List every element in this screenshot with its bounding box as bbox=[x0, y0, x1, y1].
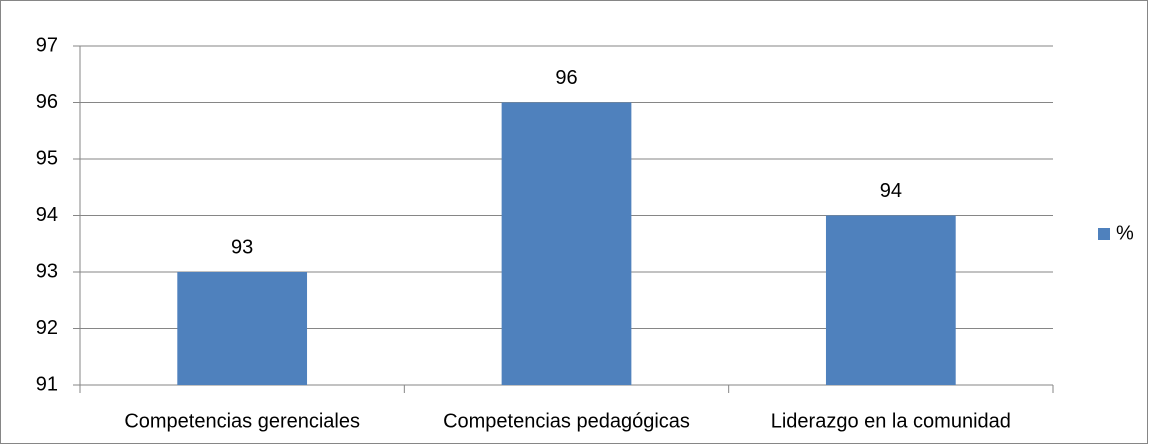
data-label: 93 bbox=[231, 236, 253, 258]
y-tick-label: 92 bbox=[36, 317, 58, 339]
bar bbox=[825, 215, 956, 385]
data-label: 94 bbox=[880, 180, 902, 202]
y-tick-label: 96 bbox=[36, 91, 58, 113]
bar bbox=[177, 272, 308, 385]
y-tick-label: 94 bbox=[36, 204, 58, 226]
x-tick-label: Liderazgo en la comunidad bbox=[771, 410, 1011, 432]
bar bbox=[501, 102, 632, 385]
data-label: 96 bbox=[555, 67, 577, 89]
y-tick-label: 97 bbox=[36, 34, 58, 56]
x-tick-label: Competencias pedagógicas bbox=[443, 410, 690, 432]
y-tick-label: 91 bbox=[36, 373, 58, 395]
legend-label: % bbox=[1116, 222, 1134, 244]
y-tick-label: 95 bbox=[36, 147, 58, 169]
x-tick-label: Competencias gerenciales bbox=[124, 410, 360, 432]
y-tick-label: 93 bbox=[36, 260, 58, 282]
legend-swatch bbox=[1098, 228, 1110, 240]
